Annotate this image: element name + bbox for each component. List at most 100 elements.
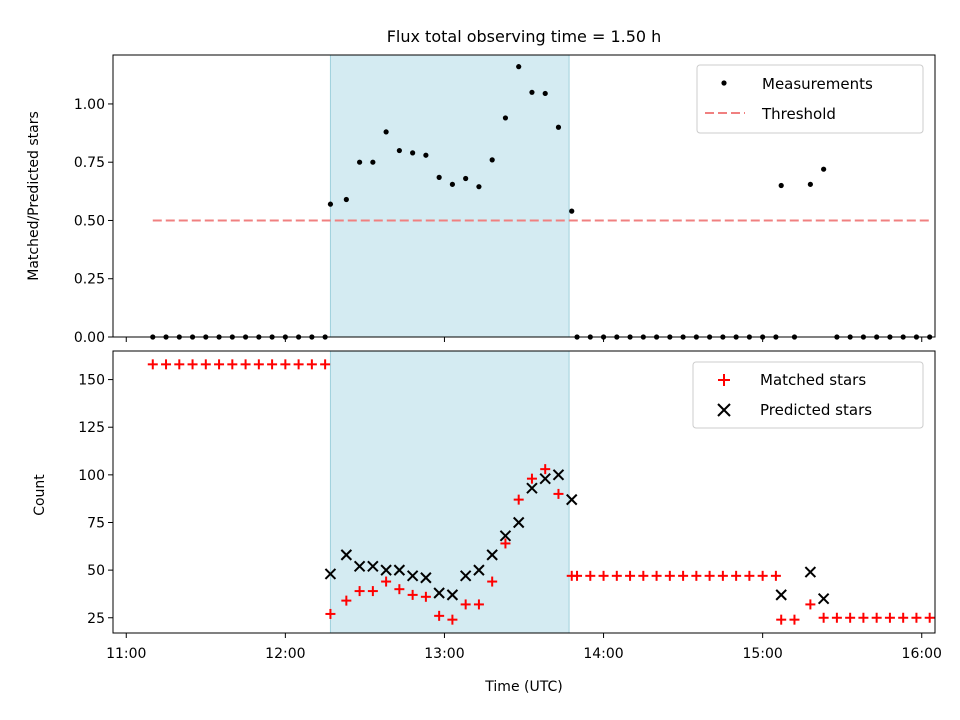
bottom-axes-frame <box>112 350 936 634</box>
measurement-point-21 <box>423 152 429 158</box>
matched-star-point-35 <box>598 570 609 581</box>
measurement-point-30 <box>542 90 548 97</box>
matched-star-point-54 <box>845 612 856 623</box>
predicted-star-point-b <box>380 564 392 576</box>
matched-star-point-57 <box>884 612 895 623</box>
measurement-point-49 <box>778 182 784 189</box>
legend-predicted-label: Predicted stars <box>760 401 872 419</box>
matched-star-point-46 <box>744 570 755 581</box>
matched-star-point-7 <box>240 359 251 370</box>
matched-star-point-47 <box>757 570 768 581</box>
predicted-star-point-5 <box>393 564 406 576</box>
matched-star-point-40 <box>664 570 675 581</box>
top-legend: Measurements Threshold <box>696 64 924 134</box>
matched-star-point-42 <box>691 570 702 581</box>
bottom-y-tick-label-4: 125 <box>78 420 105 436</box>
bottom-y-tick-label-1: 50 <box>87 563 105 579</box>
top-y-tick-label-3: 0.75 <box>74 155 105 171</box>
matched-star-point-38 <box>638 570 649 581</box>
matched-star-point-33 <box>572 570 583 581</box>
predicted-star-point-20 <box>804 566 817 578</box>
predicted-star-point-7 <box>420 572 432 584</box>
predicted-star-point-b <box>459 570 472 582</box>
predicted-star-point-3 <box>367 560 379 573</box>
legend-measurements-marker <box>721 80 727 86</box>
predicted-star-point-b <box>817 592 830 605</box>
bottom-y-tick-label-2: 75 <box>87 515 105 531</box>
observing-window-span-bottom <box>329 350 570 634</box>
predicted-star-point-9 <box>446 589 459 601</box>
matched-star-point-49 <box>776 614 787 625</box>
top-y-tick-label-4: 1.00 <box>74 97 105 113</box>
measurement-point-19 <box>396 147 402 154</box>
matched-star-point-20 <box>407 589 418 600</box>
measurement-point-14 <box>327 201 334 207</box>
predicted-star-point-b <box>367 560 379 573</box>
matched-star-point-24 <box>460 599 471 610</box>
legend-measurements-label: Measurements <box>762 75 873 93</box>
matched-star-point-26 <box>487 576 498 587</box>
predicted-star-point-13 <box>499 530 512 542</box>
bottom-y-axis: 25 50 75 100 125 150 <box>78 373 113 627</box>
matched-star-point-19 <box>394 584 405 595</box>
predicted-star-point-b <box>526 482 538 494</box>
predicted-star-point-b <box>552 469 565 481</box>
matched-star-point-11 <box>293 359 304 370</box>
predicted-star-point-b <box>353 560 366 573</box>
bottom-y-axis-label: Count <box>32 474 48 516</box>
measurement-point-20 <box>410 150 416 156</box>
measurement-point-25 <box>476 184 482 190</box>
top-axes-frame <box>112 54 936 338</box>
measurement-point-26 <box>489 157 495 163</box>
predicted-star-point-16 <box>539 472 551 485</box>
predicted-star-point-b <box>420 572 432 584</box>
predicted-star-point-17 <box>552 469 565 481</box>
predicted-star-point-b <box>804 566 817 578</box>
matched-stars-points <box>147 359 935 625</box>
predicted-star-point-b <box>473 564 485 576</box>
observing-window-span-top <box>329 54 570 338</box>
predicted-star-point-b <box>512 516 525 529</box>
measurement-point-27 <box>502 115 509 121</box>
matched-star-point-22 <box>434 610 445 621</box>
matched-star-point-52 <box>818 612 829 623</box>
predicted-star-point-2 <box>353 560 366 573</box>
bottom-legend-box <box>692 361 924 429</box>
predicted-star-point-b <box>499 530 512 542</box>
measurement-point-32 <box>569 208 575 214</box>
top-y-axis: 0.00 0.25 0.50 0.75 1.00 <box>74 97 113 346</box>
x-axis-label: Time (UTC) <box>484 679 562 695</box>
x-tick-label-3: 14:00 <box>583 646 623 662</box>
matched-star-point-55 <box>858 612 869 623</box>
predicted-star-point-4 <box>380 564 392 576</box>
predicted-star-point-b <box>433 587 445 599</box>
matched-star-point-51 <box>805 599 816 610</box>
matched-star-point-1 <box>161 359 172 370</box>
measurement-point-15 <box>343 196 349 203</box>
predicted-stars-points <box>324 469 830 605</box>
predicted-star-point-b <box>340 549 353 561</box>
chart-title: Flux total observing time = 1.50 h <box>387 27 662 46</box>
predicted-star-point-b <box>566 493 578 506</box>
matched-star-point-34 <box>585 570 596 581</box>
measurement-point-18 <box>383 129 389 135</box>
top-y-tick-label-2: 0.50 <box>74 213 105 229</box>
matched-star-point-6 <box>227 359 238 370</box>
matched-star-point-56 <box>871 612 882 623</box>
top-y-tick-label-0: 0.00 <box>74 330 105 346</box>
matched-star-point-43 <box>704 570 715 581</box>
top-legend-box <box>696 64 924 134</box>
matched-star-point-3 <box>187 359 198 370</box>
matched-star-point-36 <box>611 570 622 581</box>
bottom-y-tick-label-3: 100 <box>78 468 105 484</box>
bottom-legend: Matched stars Predicted stars <box>692 361 924 429</box>
measurement-point-16 <box>357 159 363 165</box>
predicted-star-point-18 <box>566 493 578 506</box>
legend-matched-label: Matched stars <box>760 371 866 389</box>
matched-star-point-23 <box>447 614 458 625</box>
matched-star-point-60 <box>924 612 935 623</box>
measurement-point-51 <box>807 181 813 187</box>
measurement-point-29 <box>529 89 535 95</box>
matched-star-point-31 <box>553 488 564 499</box>
x-tick-label-0: 11:00 <box>106 646 146 662</box>
